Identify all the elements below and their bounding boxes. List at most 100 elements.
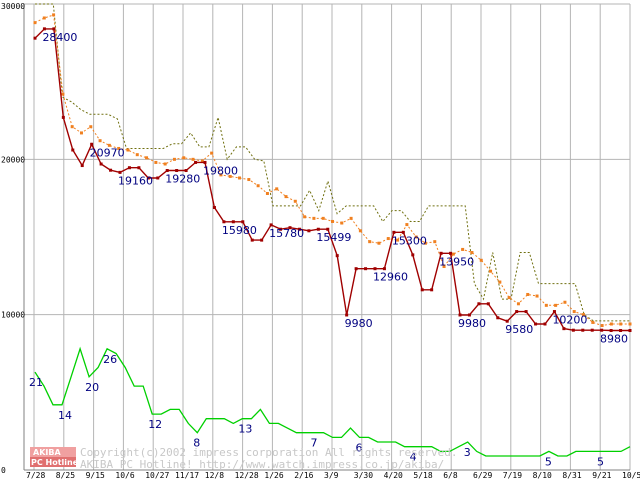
min-price-line: [34, 28, 630, 332]
min-price-point: [486, 302, 490, 306]
chart-grid: [23, 3, 631, 471]
price-data-label: 19800: [203, 164, 238, 177]
avg-price-point: [154, 160, 158, 164]
avg-price-point: [191, 157, 195, 161]
avg-price-point: [554, 303, 558, 307]
shop-data-label: 12: [148, 418, 162, 431]
logo-bottom-text: PC Hotline!: [31, 458, 82, 467]
avg-price-point: [238, 176, 242, 180]
avg-price-point: [349, 216, 353, 220]
min-price-point: [42, 27, 46, 31]
x-tick-label: 3/9: [324, 471, 339, 480]
min-price-point: [175, 169, 179, 173]
min-price-point: [146, 176, 150, 180]
min-price-point: [307, 229, 311, 233]
shop-data-label: 26: [103, 353, 117, 366]
avg-price-point: [340, 221, 344, 225]
shop-data-label: 6: [356, 441, 363, 454]
min-price-point: [619, 329, 623, 333]
price-data-label: 9980: [345, 317, 373, 330]
logo-top-text: AKIBA: [33, 448, 61, 457]
avg-price-point: [247, 178, 251, 182]
avg-price-point: [461, 247, 465, 251]
min-price-point: [401, 230, 405, 234]
price-data-label: 10200: [552, 314, 587, 327]
avg-price-point: [423, 241, 427, 245]
avg-price-point: [79, 131, 83, 135]
avg-price-point: [489, 269, 493, 273]
avg-price-point: [331, 219, 334, 223]
avg-price-point: [210, 151, 214, 155]
avg-price-point: [405, 223, 409, 227]
avg-price-point: [358, 229, 362, 233]
min-price-point: [71, 148, 75, 152]
avg-price-point: [135, 153, 139, 157]
avg-price-point: [117, 146, 121, 150]
x-tick-label: 10/6: [115, 471, 134, 480]
price-data-label: 19280: [165, 173, 200, 186]
min-price-point: [288, 226, 292, 230]
min-price-point: [411, 253, 415, 257]
x-tick-label: 7/19: [503, 471, 522, 480]
x-tick-label: 9/15: [86, 471, 105, 480]
min-price-point: [269, 223, 273, 227]
y-tick-label: 20000: [1, 155, 25, 164]
shop-data-label: 4: [410, 451, 417, 464]
min-price-point: [552, 310, 556, 314]
min-price-point: [515, 310, 519, 314]
avg-price-point: [516, 302, 520, 306]
avg-price-point: [126, 148, 130, 152]
min-price-point: [382, 267, 386, 271]
avg-price-point: [563, 300, 567, 304]
min-price-point: [222, 220, 226, 224]
min-price-point: [430, 288, 434, 292]
avg-price-point: [61, 92, 65, 96]
min-price-point: [241, 220, 245, 224]
min-price-point: [590, 328, 594, 332]
price-data-label: 15300: [392, 234, 427, 247]
shop-data-label: 14: [58, 409, 72, 422]
avg-price-point: [182, 156, 186, 160]
min-price-point: [203, 160, 207, 164]
min-price-point: [477, 302, 481, 306]
avg-price-point: [219, 173, 223, 177]
min-price-point: [326, 227, 330, 231]
avg-price-point: [89, 125, 93, 129]
min-price-point: [609, 329, 613, 333]
min-price-point: [571, 328, 575, 332]
min-price-point: [194, 160, 198, 164]
avg-price-point: [479, 258, 483, 262]
avg-price-point: [386, 237, 390, 241]
price-data-label: 8980: [600, 333, 628, 346]
avg-price-point: [228, 174, 232, 178]
x-tick-label: 8/25: [56, 471, 75, 480]
avg-price-point: [33, 21, 37, 25]
min-price-point: [127, 166, 131, 170]
avg-price-point: [396, 238, 400, 242]
avg-price-point: [628, 322, 632, 326]
x-tick-label: 12/28: [235, 471, 259, 480]
x-tick-label: 10/27: [145, 471, 169, 480]
min-price-point: [109, 168, 113, 172]
y-tick-label: 30000: [1, 2, 25, 11]
min-price-point: [628, 329, 632, 333]
y-tick-label: 10000: [1, 311, 25, 320]
logo-box-bottom: [30, 457, 76, 467]
max-price-line: [35, 3, 630, 322]
min-price-point: [99, 162, 103, 166]
price-data-label: 13950: [439, 255, 474, 268]
avg-price-point: [265, 192, 269, 196]
avg-price-point: [293, 199, 297, 203]
min-price-point: [184, 169, 188, 173]
min-price-point: [137, 166, 141, 170]
x-tick-label: 12/8: [205, 471, 224, 480]
min-price-point: [364, 267, 368, 271]
price-data-label: 15980: [222, 224, 257, 237]
min-price-point: [165, 169, 169, 173]
avg-price-point: [163, 162, 167, 166]
min-price-point: [505, 319, 509, 323]
x-tick-label: 7/28: [26, 471, 45, 480]
min-price-point: [316, 227, 320, 231]
